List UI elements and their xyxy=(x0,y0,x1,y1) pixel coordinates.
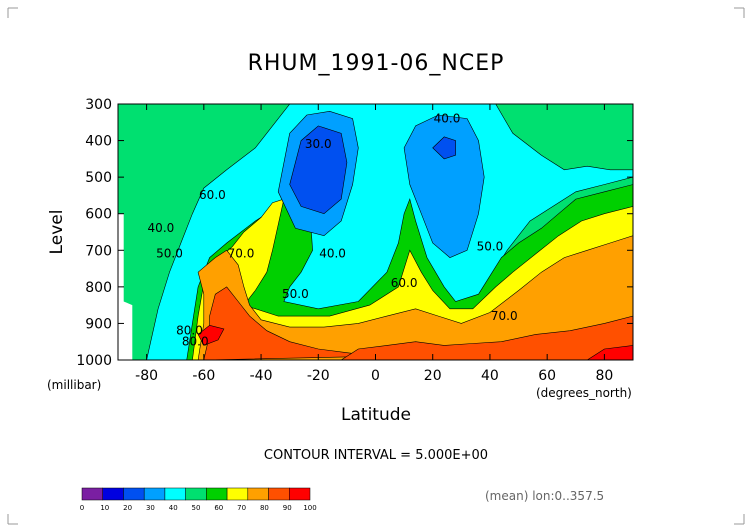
contour-label: 80.0 xyxy=(176,323,203,337)
y-tick-label: 800 xyxy=(85,280,112,296)
y-axis-label: Level xyxy=(47,210,67,255)
contour-band-25 xyxy=(289,125,348,215)
colorbar-swatch xyxy=(185,487,207,501)
contour-labels: 30.0 40.0 40.0 50.0 60.0 70.0 40.0 50.0 60.0 50.0… xyxy=(148,111,518,348)
contour-interval-note: CONTOUR INTERVAL = 5.000E+00 xyxy=(264,448,488,463)
y-tick-label: 600 xyxy=(85,207,112,223)
contour-label: 50.0 xyxy=(282,287,309,301)
colorbar-tick-label: 60 xyxy=(214,504,223,512)
colorbar-tick-label: 70 xyxy=(237,504,246,512)
colorbar-tick-label: 50 xyxy=(192,504,201,512)
colorbar: 0 10 20 30 40 50 60 70 80 90 100 xyxy=(80,487,317,512)
contour-band-55 xyxy=(375,104,633,171)
x-tick-label: 60 xyxy=(538,368,556,384)
colorbar-swatch xyxy=(226,487,249,501)
colorbar-swatch xyxy=(81,487,103,501)
colorbar-tick-label: 30 xyxy=(146,504,155,512)
y-tick-label: 900 xyxy=(85,316,112,332)
colorbar-swatch xyxy=(268,487,290,501)
x-tick-label: 40 xyxy=(481,368,499,384)
y-axis: 300 400 500 600 700 800 900 1000 xyxy=(76,97,633,369)
colorbar-tick-label: 0 xyxy=(80,504,84,512)
colorbar-swatch xyxy=(143,487,166,501)
contour-band-95 xyxy=(340,315,633,360)
x-axis-label: Latitude xyxy=(341,405,411,425)
x-axis-units: (degrees_north) xyxy=(536,386,632,400)
y-tick-label: 500 xyxy=(85,170,112,186)
colorbar-swatch xyxy=(123,487,145,501)
contour-band-105 xyxy=(586,345,633,360)
contour-label: 60.0 xyxy=(391,276,418,290)
contour-band-35 xyxy=(403,114,485,258)
contour-band-95 xyxy=(203,286,376,360)
contour-label: 50.0 xyxy=(477,239,504,253)
x-tick-label: 20 xyxy=(424,368,442,384)
contour-band-85 xyxy=(197,235,633,360)
x-axis: -80 -60 -40 -20 0 20 40 60 80 xyxy=(135,104,613,384)
contour-band-55 xyxy=(118,104,291,360)
colorbar-tick-label: 80 xyxy=(260,504,269,512)
y-tick-label: 1000 xyxy=(76,353,112,369)
y-tick-label: 400 xyxy=(85,134,112,150)
colorbar-swatch xyxy=(102,487,124,501)
y-tick-label: 700 xyxy=(85,243,112,259)
mean-longitude-note: (mean) lon:0..357.5 xyxy=(485,489,604,503)
x-tick-label: 80 xyxy=(595,368,613,384)
contour-label: 50.0 xyxy=(156,247,183,261)
crop-marks xyxy=(7,7,745,525)
contour-label: 60.0 xyxy=(199,188,226,202)
y-tick-label: 300 xyxy=(85,97,112,113)
chart-title: RHUM_1991-06_NCEP xyxy=(248,51,505,76)
colorbar-swatch xyxy=(164,487,186,501)
colorbar-tick-label: 10 xyxy=(100,504,109,512)
contour-plot-area xyxy=(118,104,633,360)
x-tick-label: -60 xyxy=(192,368,215,384)
contour-label: 70.0 xyxy=(228,247,255,261)
contour-label: 80.0 xyxy=(182,334,209,348)
contour-label: 40.0 xyxy=(434,111,461,125)
x-tick-label: -40 xyxy=(250,368,273,384)
colorbar-tick-label: 90 xyxy=(283,504,292,512)
contour-band-105 xyxy=(197,324,225,346)
colorbar-tick-label: 40 xyxy=(169,504,178,512)
colorbar-swatch xyxy=(247,487,269,501)
contour-label: 30.0 xyxy=(305,137,332,151)
x-tick-label: -20 xyxy=(307,368,330,384)
contour-label: 40.0 xyxy=(148,221,175,235)
contour-band-25 xyxy=(432,136,456,160)
contour-label: 70.0 xyxy=(491,309,518,323)
y-axis-units: (millibar) xyxy=(47,378,101,392)
colorbar-swatch xyxy=(289,487,311,501)
x-tick-label: 0 xyxy=(371,368,380,384)
colorbar-swatch xyxy=(206,487,228,501)
colorbar-tick-label: 20 xyxy=(123,504,132,512)
x-tick-label: -80 xyxy=(135,368,158,384)
colorbar-tick-label: 100 xyxy=(303,504,316,512)
contour-label: 40.0 xyxy=(319,247,346,261)
